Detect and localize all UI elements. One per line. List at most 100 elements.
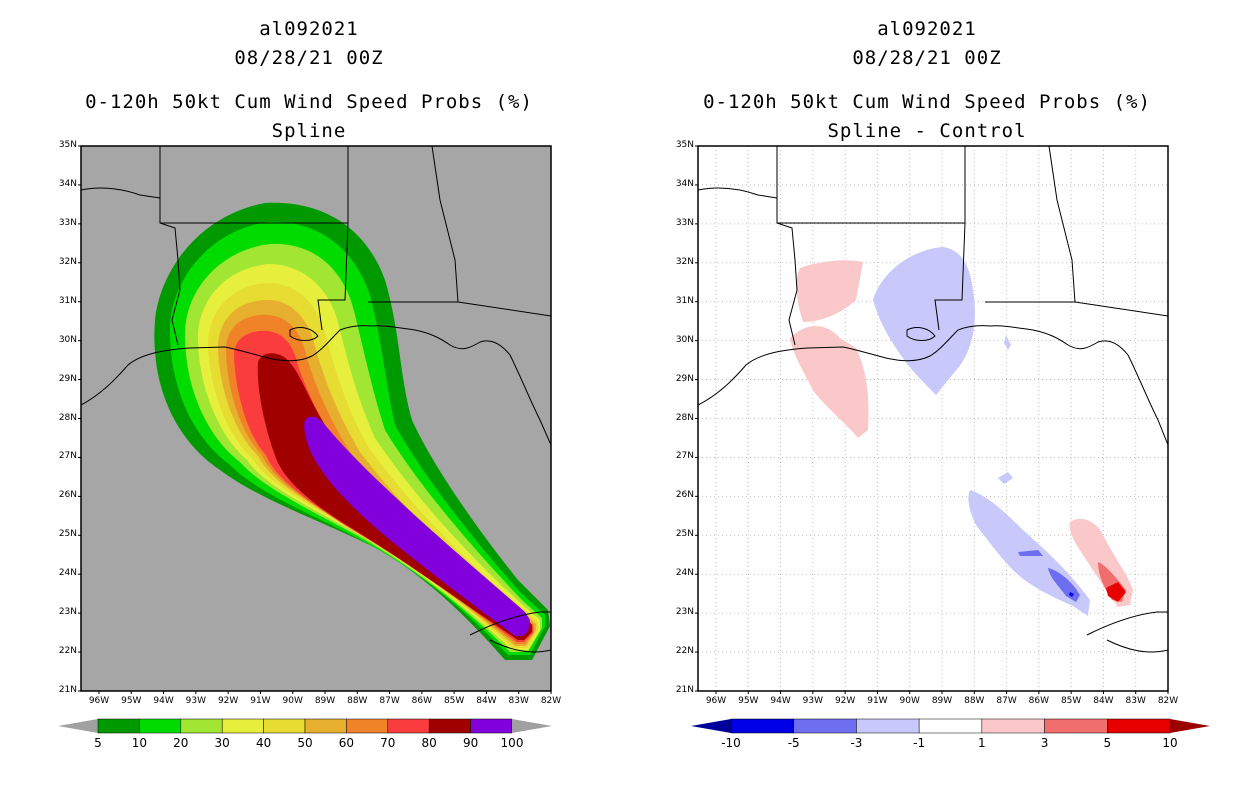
- longitude-label: 95W: [121, 696, 142, 706]
- longitude-label: 96W: [88, 696, 110, 706]
- longitude-label: 83W: [1125, 696, 1146, 706]
- negative-area-strong: [1069, 592, 1074, 597]
- latitude-label: 23N: [58, 607, 77, 618]
- difference-map: [691, 145, 1210, 734]
- colorbar-label: 100: [500, 736, 524, 750]
- longitude-label: 91W: [250, 696, 271, 706]
- product-title: 0-120h 50kt Cum Wind Speed Probs (%): [703, 91, 1151, 113]
- longitude-label: 90W: [282, 696, 303, 706]
- latitude-label: 27N: [58, 451, 77, 462]
- colorbar-swatch: [180, 718, 223, 734]
- longitude-label: 83W: [508, 696, 529, 706]
- probability-map: [58, 145, 552, 734]
- latitude-label: 29N: [675, 373, 694, 384]
- latitude-label: 30N: [675, 334, 694, 345]
- colorbar-swatch: [221, 718, 264, 734]
- colorbar-label: 80: [421, 736, 437, 750]
- latitude-label: 32N: [58, 256, 77, 267]
- colorbar: [58, 718, 552, 734]
- colorbar-swatch: [304, 718, 347, 734]
- colorbar-swatch: [346, 718, 389, 734]
- colorbar-end-low: [58, 719, 98, 733]
- colorbar-label: 60: [338, 736, 355, 750]
- colorbar-label: 90: [462, 736, 479, 750]
- latitude-label: 33N: [58, 217, 77, 228]
- colorbar-label: 50: [297, 736, 313, 750]
- colorbar-label: 40: [255, 736, 272, 750]
- lake-pontchartrain: [906, 327, 936, 341]
- colorbar-end-high: [1170, 719, 1210, 733]
- colorbar: [691, 718, 1210, 734]
- longitude-label: 86W: [411, 696, 433, 706]
- negative-area-dot: [998, 472, 1013, 484]
- colorbar-swatch: [918, 718, 983, 734]
- longitude-label: 85W: [1060, 696, 1082, 706]
- colorbar-end-high: [512, 719, 552, 733]
- positive-area-west-north: [796, 260, 863, 322]
- latitude-label: 26N: [58, 490, 77, 501]
- longitude-label: 88W: [964, 696, 985, 706]
- latitude-label: 25N: [58, 529, 77, 540]
- colorbar-swatch: [263, 718, 306, 734]
- colorbar-swatch: [428, 718, 471, 734]
- panel-spline-minus-control: al092021 08/28/21 00Z 0-120h 50kt Cum Wi…: [618, 0, 1236, 800]
- longitude-label: 94W: [153, 696, 174, 706]
- colorbar-label: 3: [1040, 736, 1049, 750]
- latitude-label: 35N: [675, 140, 694, 150]
- colorbar-label: -5: [787, 736, 800, 750]
- latitude-label: 33N: [675, 217, 694, 228]
- colorbar-swatch: [97, 718, 140, 734]
- map-background: [698, 146, 1168, 691]
- colorbar-swatch: [139, 718, 182, 734]
- colorbar-label: 1: [978, 736, 986, 750]
- colorbar-swatch: [1044, 718, 1108, 734]
- latitude-label: 28N: [58, 412, 77, 423]
- axis-ticks: [695, 145, 1169, 694]
- coastlines-and-borders: [698, 146, 1168, 653]
- latitude-label: 22N: [58, 646, 77, 657]
- longitude-label: 84W: [1093, 696, 1114, 706]
- gulf-coastline: [698, 325, 1168, 446]
- longitude-label: 92W: [834, 696, 856, 706]
- latitude-label: 31N: [675, 295, 694, 306]
- latitude-label: 31N: [58, 295, 77, 306]
- colorbar-swatch: [387, 718, 430, 734]
- latitude-label: 21N: [675, 685, 694, 695]
- latitude-label: 21N: [58, 685, 77, 695]
- colorbar-label: 5: [1103, 736, 1112, 750]
- colorbar-swatch: [470, 718, 513, 734]
- oklahoma-border: [698, 187, 778, 199]
- date-title: 08/28/21 00Z: [234, 47, 384, 69]
- latitude-label: 23N: [675, 607, 694, 618]
- cuba-coast: [1086, 611, 1168, 653]
- negative-area-small: [1004, 335, 1011, 350]
- latitude-label: 27N: [675, 451, 694, 462]
- colorbar-swatch: [981, 718, 1045, 734]
- longitude-label: 86W: [1028, 696, 1050, 706]
- coastlines-and-borders: [81, 146, 551, 653]
- colorbar-label: 70: [380, 736, 396, 750]
- longitude-label: 91W: [867, 696, 888, 706]
- latitude-label: 34N: [58, 178, 77, 189]
- colorbar-swatch: [1107, 718, 1171, 734]
- colorbar-end-low: [691, 719, 731, 733]
- longitude-label: 92W: [217, 696, 239, 706]
- oklahoma-border: [81, 187, 161, 199]
- colorbar-label: -1: [913, 736, 926, 750]
- colorbar-swatch: [793, 718, 857, 734]
- latitude-label: 32N: [675, 256, 694, 267]
- method-title: Spline - Control: [827, 120, 1027, 142]
- date-title: 08/28/21 00Z: [852, 47, 1002, 69]
- longitude-label: 90W: [899, 696, 920, 706]
- colorbar-label: 10: [131, 736, 148, 750]
- colorbar-label: 5: [94, 736, 102, 750]
- storm-id-title: al092021: [259, 18, 359, 40]
- longitude-label: 93W: [185, 696, 207, 706]
- negative-area-central: [873, 247, 975, 395]
- contour-90: [304, 416, 530, 636]
- state-border-al-ga: [1048, 146, 1076, 303]
- colorbar-label: 20: [173, 736, 189, 750]
- state-border-al-ga: [431, 146, 459, 303]
- colorbar-swatch: [730, 718, 794, 734]
- state-border-la-ms: [160, 222, 349, 331]
